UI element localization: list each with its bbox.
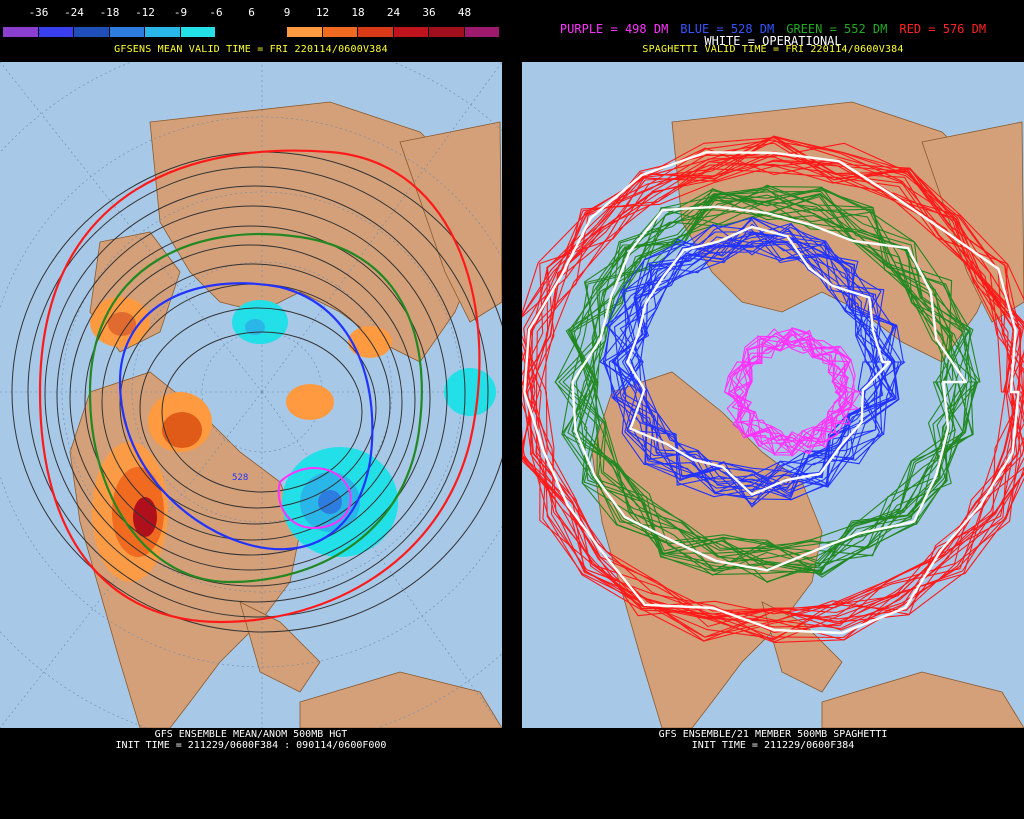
mean-map-canvas: 528: [0, 62, 502, 728]
legend-swatch: [109, 27, 145, 37]
spaghetti-line: [624, 219, 897, 501]
spaghetti-line: [730, 327, 849, 454]
legend-tick-label: 48: [457, 6, 472, 19]
spaghetti-line: [602, 231, 878, 498]
spaghetti-line: [554, 188, 970, 575]
spaghetti-color-legend: PURPLE = 498 DM BLUE = 528 DM GREEN = 552 …: [522, 22, 1024, 36]
spaghetti-line: [736, 332, 859, 443]
legend-swatches: [3, 27, 500, 37]
spaghetti-line: [526, 142, 1016, 620]
spaghetti-line: [612, 231, 900, 500]
legend-swatch: [38, 27, 74, 37]
spaghetti-line: [583, 186, 981, 562]
spaghetti-footer-product: GFS ENSEMBLE/21 MEMBER 500MB SPAGHETTI: [658, 729, 888, 740]
spaghetti-line: [522, 161, 1024, 643]
contour-528: [118, 282, 374, 551]
legend-swatch: [429, 27, 465, 37]
spaghetti-line: [735, 336, 852, 448]
legend-tick-label: -18: [99, 6, 120, 19]
spaghetti-legend-item: RED = 576 DM: [899, 22, 987, 36]
spaghetti-line: [723, 329, 855, 455]
legend-swatch: [464, 27, 500, 37]
spaghetti-line: [622, 233, 878, 498]
legend-tick-label: -24: [64, 6, 84, 19]
legend-tick-labels: -36 -24 -18 -12 -9 -6 6 9 12 18 24 36 48: [3, 6, 500, 20]
legend-swatch: [216, 27, 252, 37]
mean-map-title: GFSENS MEAN VALID TIME = FRI 220114/0600…: [114, 44, 388, 55]
contour-498: [277, 467, 352, 529]
spaghetti-line: [545, 159, 1024, 615]
spaghetti-line: [567, 211, 979, 572]
legend-tick-label: 18: [351, 6, 365, 19]
spaghetti-line: [731, 328, 847, 455]
mean-footer-product: GFS ENSEMBLE MEAN/ANOM 500MB HGT: [154, 729, 348, 740]
legend-tick-label: -12: [135, 6, 155, 19]
legend-tick-label: 12: [315, 6, 330, 19]
legend-tick-label: -6: [209, 6, 223, 19]
operational-legend: WHITE = OPERATIONAL: [704, 34, 842, 48]
spaghetti-line: [605, 222, 904, 480]
legend-tick-label: 9: [283, 6, 291, 19]
legend-swatch: [287, 27, 323, 37]
legend-swatch: [358, 27, 394, 37]
legend-tick-label: 6: [248, 6, 255, 19]
spaghetti-line: [522, 135, 1022, 643]
legend-swatch: [393, 27, 429, 37]
spaghetti-line: [558, 199, 979, 569]
contour-label: 528: [232, 473, 248, 483]
spaghetti-legend-item: BLUE = 528 DM: [680, 22, 775, 36]
contour-576: [38, 149, 481, 624]
legend-tick-label: -9: [173, 6, 188, 19]
spaghetti-footer-init: INIT TIME = 211229/0600F384: [691, 740, 855, 751]
legend-swatch: [322, 27, 358, 37]
spaghetti-line: [522, 154, 1024, 639]
spaghetti-line: [561, 194, 965, 583]
legend-tick-label: 24: [386, 6, 401, 19]
legend-swatch: [74, 27, 110, 37]
spaghetti-line: [554, 200, 974, 564]
spaghetti-line: [727, 335, 856, 455]
mean-footer: GFS ENSEMBLE MEAN/ANOM 500MB HGT INIT TI…: [0, 729, 502, 751]
spaghetti-members: [522, 135, 1024, 643]
spaghetti-line: [626, 225, 891, 496]
spaghetti-map[interactable]: [522, 62, 1024, 728]
legend-swatch: [3, 27, 39, 37]
spaghetti-line: [729, 327, 856, 448]
spaghetti-line: [613, 240, 884, 485]
spaghetti-line: [561, 194, 956, 564]
legend-swatch: [251, 27, 287, 37]
panel-divider: [502, 0, 522, 819]
spaghetti-line: [739, 328, 851, 453]
spaghetti-map-title: SPAGHETTI VALID TIME = FRI 220114/0600V3…: [642, 44, 904, 55]
spaghetti-line: [523, 151, 1020, 635]
legend-swatch: [145, 27, 181, 37]
spaghetti-line: [522, 160, 1024, 623]
legend-tick-label: -36: [28, 6, 49, 19]
spaghetti-line: [726, 330, 860, 456]
spaghetti-line: [604, 223, 906, 485]
legend-swatch: [180, 27, 216, 37]
contour-552: [88, 233, 423, 584]
spaghetti-map-canvas: [522, 62, 1024, 728]
anomaly-color-legend: -36 -24 -18 -12 -9 -6 6 9 12 18 24 36 48: [3, 6, 500, 37]
spaghetti-line: [531, 137, 1024, 641]
spaghetti-legend-item: PURPLE = 498 DM: [559, 22, 669, 36]
mean-map[interactable]: 528: [0, 62, 502, 728]
legend-tick-label: 36: [422, 6, 436, 19]
spaghetti-footer: GFS ENSEMBLE/21 MEMBER 500MB SPAGHETTI I…: [522, 729, 1024, 751]
spaghetti-panel: PURPLE = 498 DM BLUE = 528 DM GREEN = 552 …: [522, 0, 1024, 819]
mean-footer-init: INIT TIME = 211229/0600F384 : 090114/060…: [115, 740, 387, 751]
spaghetti-line: [571, 205, 967, 572]
spaghetti-legend-item: GREEN = 552 DM: [786, 22, 888, 36]
ensemble-mean-panel: -36 -24 -18 -12 -9 -6 6 9 12 18 24 36 48 GFSENS MEAN…: [0, 0, 502, 819]
